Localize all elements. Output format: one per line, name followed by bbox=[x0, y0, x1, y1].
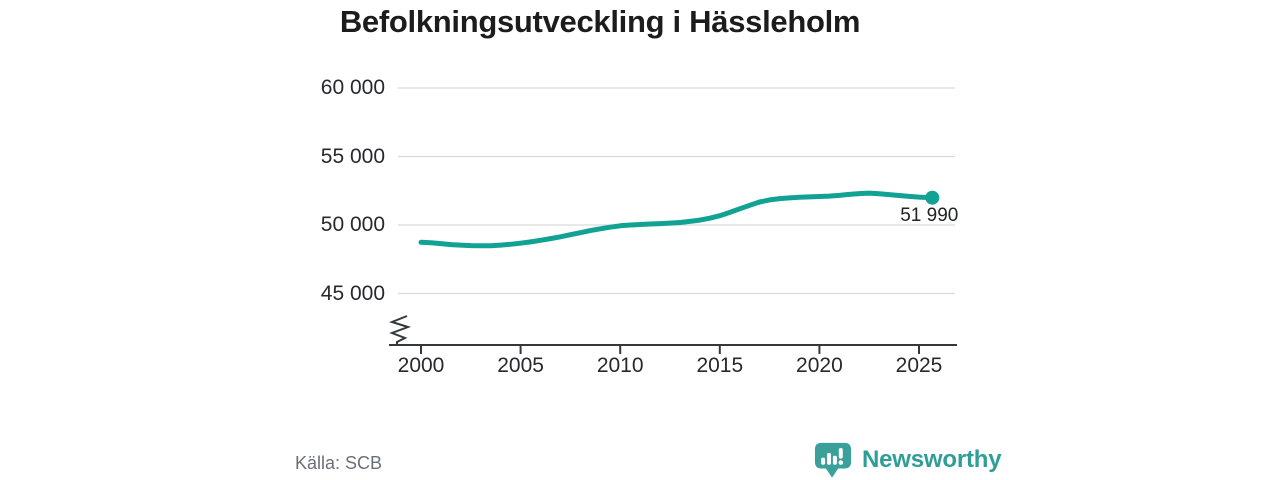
x-axis-tick-label: 2010 bbox=[596, 354, 644, 377]
source-caption: Källa: SCB bbox=[295, 453, 383, 473]
y-axis-tick-label: 60 000 bbox=[320, 76, 385, 99]
newsworthy-brand: Newsworthy bbox=[812, 441, 1002, 479]
y-axis-tick-label: 55 000 bbox=[320, 144, 385, 168]
newsworthy-brand-name: Newsworthy bbox=[862, 446, 1002, 473]
y-axis-tick-label: 50 000 bbox=[320, 213, 385, 236]
x-axis-tick-label: 2000 bbox=[397, 354, 445, 377]
x-axis-tick-label: 2025 bbox=[895, 354, 943, 377]
y-axis-tick-label: 45 000 bbox=[320, 281, 385, 305]
population-line bbox=[418, 190, 935, 249]
last-value-label: 51 990 bbox=[900, 204, 959, 226]
chart-title: Befolkningsutveckling i Hässleholm bbox=[339, 4, 861, 39]
end-point-dot bbox=[925, 190, 940, 205]
y-axis-break-icon bbox=[389, 315, 412, 345]
x-axis-tick-label: 2005 bbox=[497, 354, 544, 377]
bar-chart-speech-bubble-icon bbox=[814, 442, 852, 478]
x-axis-tick-label: 2020 bbox=[796, 354, 843, 377]
x-axis-tick-label: 2015 bbox=[696, 354, 744, 377]
